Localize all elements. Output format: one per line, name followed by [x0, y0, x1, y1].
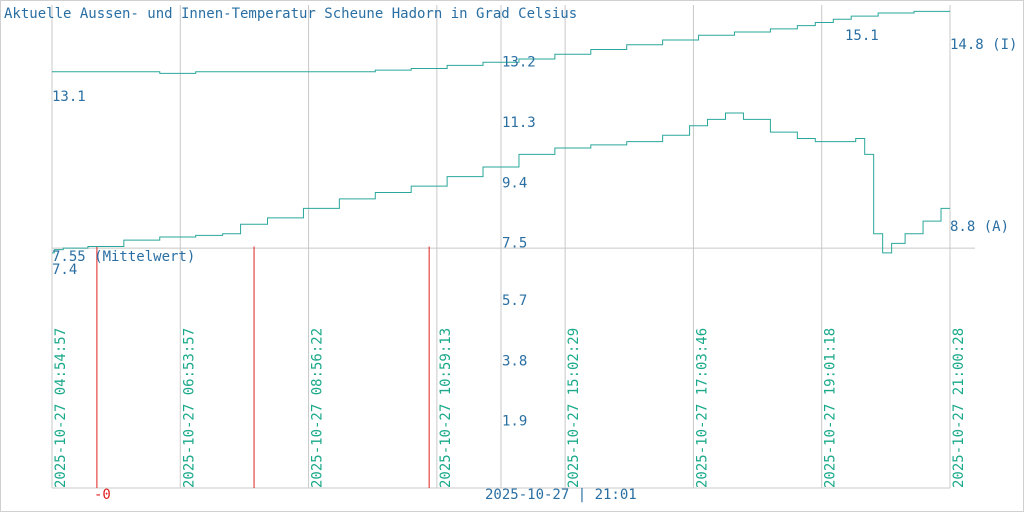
indoor-end-label: 14.8 (I) — [950, 37, 1017, 53]
y-tick-label: 11.3 — [502, 115, 536, 131]
footer-datetime: 2025-10-27 | 21:01 — [485, 487, 637, 503]
label-layer: 2025-10-27 04:54:57 2025-10-27 06:53:57 20… — [52, 28, 1017, 488]
series-line-I — [52, 10, 950, 74]
x-tick-label: 2025-10-27 17:03:46 — [694, 328, 710, 488]
zero-label: -0 — [94, 487, 111, 503]
y-tick-label: 9.4 — [502, 175, 527, 191]
x-tick-label: 2025-10-27 19:01:18 — [823, 328, 839, 488]
x-tick-label: 2025-10-27 06:53:57 — [181, 328, 197, 488]
x-tick-label: 2025-10-27 21:00:28 — [951, 328, 967, 488]
chart-title: Aktuelle Aussen- und Innen-Temperatur Sc… — [4, 6, 577, 22]
indoor-start-label: 13.1 — [52, 89, 86, 105]
series-layer — [52, 10, 950, 254]
outdoor-start-label: 7.4 — [52, 262, 77, 278]
outdoor-end-label: 8.8 (A) — [950, 219, 1009, 235]
y-tick-label: 3.8 — [502, 353, 527, 369]
y-tick-label: 5.7 — [502, 293, 527, 309]
mean-label: 7.55 (Mittelwert) — [52, 249, 195, 265]
x-tick-label: 2025-10-27 04:54:57 — [53, 328, 69, 488]
x-tick-label: 2025-10-27 10:59:13 — [438, 328, 454, 488]
x-tick-label: 2025-10-27 08:56:22 — [310, 328, 326, 488]
y-tick-label: 13.2 — [502, 55, 536, 71]
y-tick-label: 7.5 — [502, 236, 527, 252]
y-tick-label: 1.9 — [502, 414, 527, 430]
indoor-max-label: 15.1 — [845, 28, 879, 44]
series-line-A — [52, 112, 950, 254]
spike-layer — [96, 246, 430, 488]
x-tick-label: 2025-10-27 15:02:29 — [566, 328, 582, 488]
grid-layer — [51, 5, 975, 489]
